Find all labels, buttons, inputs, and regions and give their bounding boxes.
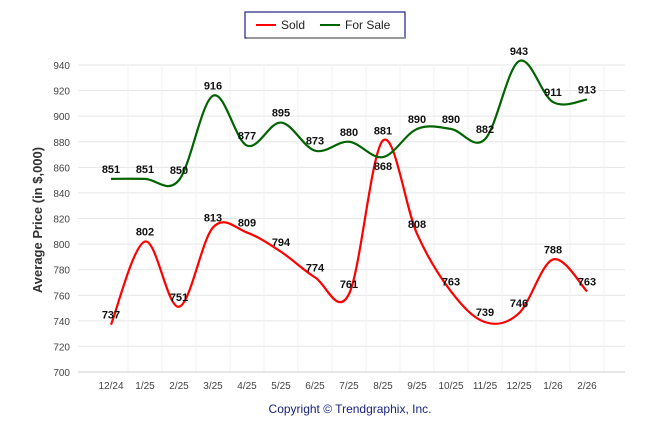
series-line-sold	[109, 138, 588, 326]
data-label: 763	[442, 276, 460, 288]
data-label: 802	[136, 227, 154, 239]
data-label: 737	[102, 310, 120, 322]
data-label: 882	[476, 124, 494, 136]
data-label: 851	[102, 164, 120, 176]
y-tick-label: 700	[53, 368, 70, 379]
x-tick-label: 3/25	[203, 381, 223, 392]
data-label: 761	[340, 279, 358, 291]
x-tick-label: 9/25	[407, 381, 427, 392]
data-label: 911	[544, 87, 562, 99]
x-tick-label: 7/25	[339, 381, 359, 392]
x-tick-label: 1/25	[135, 381, 155, 392]
x-tick-label: 11/25	[473, 381, 498, 392]
legend-for-sale[interactable]: For Sale	[345, 18, 391, 32]
legend-sold[interactable]: Sold	[281, 18, 305, 32]
y-tick-label: 920	[53, 87, 70, 98]
data-label: 890	[442, 114, 460, 126]
data-label: 808	[408, 219, 426, 231]
data-label: 851	[136, 164, 154, 176]
data-label: 877	[238, 131, 256, 143]
y-tick-label: 720	[53, 342, 70, 353]
x-tick-label: 6/25	[305, 381, 325, 392]
x-tick-label: 4/25	[237, 381, 257, 392]
y-tick-label: 740	[53, 317, 70, 328]
y-tick-label: 940	[53, 61, 70, 72]
x-tick-label: 2/26	[577, 381, 597, 392]
series-line-for-sale	[110, 59, 588, 188]
legend: Sold For Sale	[244, 11, 406, 39]
data-label: 809	[238, 218, 256, 230]
x-tick-label: 5/25	[271, 381, 291, 392]
data-label: 751	[170, 292, 188, 304]
data-label: 873	[306, 136, 324, 148]
data-label: 794	[272, 237, 291, 249]
data-label: 763	[578, 276, 596, 288]
x-tick-label: 12/25	[506, 381, 531, 392]
data-label: 895	[272, 108, 290, 120]
y-tick-label: 900	[53, 112, 70, 123]
data-label: 788	[544, 244, 562, 256]
copyright-footer: Copyright © Trendgraphix, Inc.	[269, 402, 432, 416]
y-tick-label: 800	[53, 240, 70, 251]
data-label: 913	[578, 85, 596, 97]
data-label: 739	[476, 307, 494, 319]
data-label: 881	[374, 125, 392, 137]
data-label: 890	[408, 114, 426, 126]
data-label: 774	[306, 262, 325, 274]
data-label: 868	[374, 161, 392, 173]
x-tick-label: 12/24	[98, 381, 123, 392]
data-label: 943	[510, 46, 528, 58]
y-tick-label: 860	[53, 163, 70, 174]
data-label: 813	[204, 212, 222, 224]
y-tick-label: 760	[53, 291, 70, 302]
x-tick-label: 1/26	[543, 381, 563, 392]
x-tick-label: 8/25	[373, 381, 393, 392]
data-label: 916	[204, 81, 222, 93]
y-tick-label: 840	[53, 189, 70, 200]
data-label: 746	[510, 298, 528, 310]
data-label: 850	[170, 165, 188, 177]
y-axis-label: Average Price (in $,000)	[30, 147, 45, 293]
x-tick-label: 10/25	[438, 381, 463, 392]
data-label: 880	[340, 127, 358, 139]
y-tick-label: 820	[53, 215, 70, 226]
y-tick-label: 780	[53, 266, 70, 277]
x-tick-label: 2/25	[169, 381, 189, 392]
y-tick-label: 880	[53, 138, 70, 149]
